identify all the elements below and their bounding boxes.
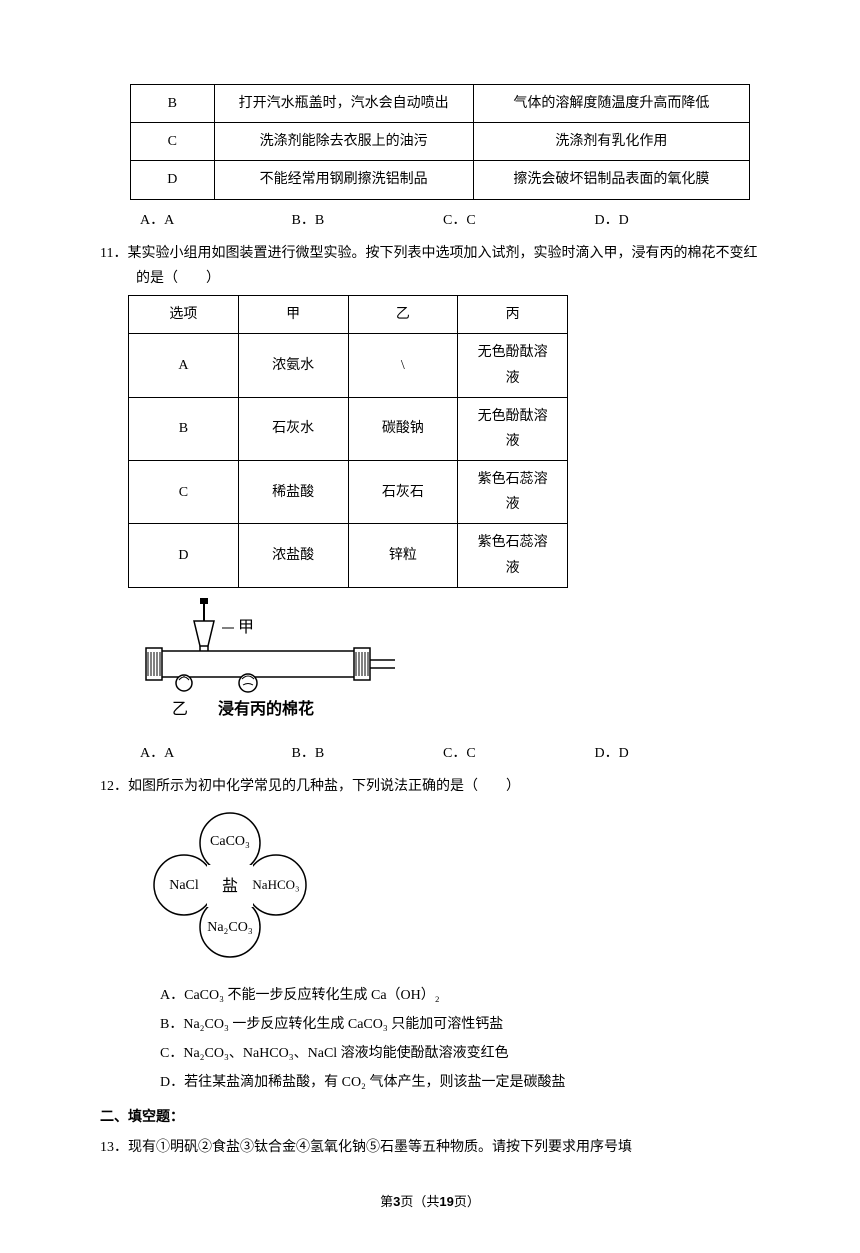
table-row: C 洗涤剂能除去衣服上的油污 洗涤剂有乳化作用	[131, 123, 750, 161]
cell: 稀盐酸	[238, 461, 348, 524]
choice-d: D．D	[595, 208, 743, 233]
q12-num: 12．	[100, 779, 128, 794]
cell: A	[129, 334, 239, 397]
cell: 不能经常用钢刷擦洗铝制品	[214, 161, 473, 199]
cell: 石灰石	[348, 461, 458, 524]
cell: B	[131, 85, 215, 123]
cell: 洗涤剂能除去衣服上的油污	[214, 123, 473, 161]
cell: 无色酚酞溶液	[458, 397, 568, 460]
label-bing: 浸有丙的棉花	[218, 699, 314, 718]
choice-a: A．A	[140, 208, 288, 233]
footer-pre: 第	[380, 1194, 393, 1209]
q11-choices: A．A B．B C．C D．D	[140, 741, 760, 766]
choice-d: D．D	[595, 741, 743, 766]
q12-a: A．CaCO₃ 不能一步反应转化生成 Ca（OH）₂	[100, 983, 760, 1008]
cell: B	[129, 397, 239, 460]
cell: 锌粒	[348, 524, 458, 587]
cell: \	[348, 334, 458, 397]
q12-b: B．Na₂CO₃ 一步反应转化生成 CaCO₃ 只能加可溶性钙盐	[100, 1012, 760, 1037]
cell: 无色酚酞溶液	[458, 334, 568, 397]
choice-c: C．C	[443, 741, 591, 766]
q12-body: 如图所示为初中化学常见的几种盐，下列说法正确的是（ ）	[128, 779, 520, 794]
footer-mid: 页（共	[400, 1194, 439, 1209]
cell: D	[129, 524, 239, 587]
q10-choices: A．A B．B C．C D．D	[140, 208, 760, 233]
q13-text: 13．现有①明矾②食盐③钛合金④氢氧化钠⑤石墨等五种物质。请按下列要求用序号填	[100, 1135, 760, 1160]
cell: 气体的溶解度随温度升高而降低	[473, 85, 749, 123]
q11-table: 选项 甲 乙 丙 A 浓氨水 \ 无色酚酞溶液 B 石灰水 碳酸钠 无色酚酞溶液…	[128, 295, 568, 588]
choice-b: B．B	[292, 741, 440, 766]
cell: C	[131, 123, 215, 161]
choice-c: C．C	[443, 208, 591, 233]
section-2-heading: 二、填空题：	[100, 1105, 760, 1130]
apparatus-icon: 甲 乙 浸有丙的棉花	[140, 596, 400, 726]
table-row: D 浓盐酸 锌粒 紫色石蕊溶液	[129, 524, 568, 587]
footer-suf: 页）	[454, 1194, 480, 1209]
q12-d: D．若往某盐滴加稀盐酸，有 CO₂ 气体产生，则该盐一定是碳酸盐	[100, 1070, 760, 1095]
cell: 紫色石蕊溶液	[458, 524, 568, 587]
table-row: C 稀盐酸 石灰石 紫色石蕊溶液	[129, 461, 568, 524]
cell: 擦洗会破坏铝制品表面的氧化膜	[473, 161, 749, 199]
q13-num: 13．	[100, 1140, 128, 1155]
table-row: D 不能经常用钢刷擦洗铝制品 擦洗会破坏铝制品表面的氧化膜	[131, 161, 750, 199]
cell: 浓盐酸	[238, 524, 348, 587]
footer-tot: 19	[439, 1194, 453, 1209]
cell: 石灰水	[238, 397, 348, 460]
cell: 打开汽水瓶盖时，汽水会自动喷出	[214, 85, 473, 123]
clover-top: CaCO₃	[210, 834, 250, 849]
q12-c: C．Na₂CO₃、NaHCO₃、NaCl 溶液均能使酚酞溶液变红色	[100, 1041, 760, 1066]
q11-body: 某实验小组用如图装置进行微型实验。按下列表中选项加入试剂，实验时滴入甲，浸有丙的…	[127, 246, 757, 286]
cell: 甲	[238, 296, 348, 334]
q11-text: 11．某实验小组用如图装置进行微型实验。按下列表中选项加入试剂，实验时滴入甲，浸…	[100, 241, 760, 291]
q10-table: B 打开汽水瓶盖时，汽水会自动喷出 气体的溶解度随温度升高而降低 C 洗涤剂能除…	[130, 84, 750, 200]
cell: D	[131, 161, 215, 199]
clover-icon: CaCO₃ NaCl 盐 NaHCO₃ Na₂CO₃	[140, 809, 320, 959]
label-jia: 甲	[238, 619, 254, 636]
clover-figure: CaCO₃ NaCl 盐 NaHCO₃ Na₂CO₃	[140, 809, 760, 968]
q13-body: 现有①明矾②食盐③钛合金④氢氧化钠⑤石墨等五种物质。请按下列要求用序号填	[128, 1140, 632, 1155]
choice-a: A．A	[140, 741, 288, 766]
cell: 选项	[129, 296, 239, 334]
page-footer: 第3页（共19页）	[100, 1190, 760, 1213]
cell: 丙	[458, 296, 568, 334]
cell: 洗涤剂有乳化作用	[473, 123, 749, 161]
clover-bottom: Na₂CO₃	[207, 920, 253, 935]
clover-right: NaHCO₃	[252, 877, 299, 892]
cell: 紫色石蕊溶液	[458, 461, 568, 524]
table-row: A 浓氨水 \ 无色酚酞溶液	[129, 334, 568, 397]
label-yi: 乙	[172, 701, 188, 718]
q12-text: 12．如图所示为初中化学常见的几种盐，下列说法正确的是（ ）	[100, 774, 760, 799]
q11-num: 11．	[100, 246, 127, 261]
choice-b: B．B	[292, 208, 440, 233]
apparatus-figure: 甲 乙 浸有丙的棉花	[140, 596, 760, 735]
clover-center: 盐	[222, 877, 238, 895]
cell: 浓氨水	[238, 334, 348, 397]
clover-left: NaCl	[169, 878, 199, 893]
cell: 乙	[348, 296, 458, 334]
table-header: 选项 甲 乙 丙	[129, 296, 568, 334]
table-row: B 石灰水 碳酸钠 无色酚酞溶液	[129, 397, 568, 460]
cell: 碳酸钠	[348, 397, 458, 460]
table-row: B 打开汽水瓶盖时，汽水会自动喷出 气体的溶解度随温度升高而降低	[131, 85, 750, 123]
cell: C	[129, 461, 239, 524]
